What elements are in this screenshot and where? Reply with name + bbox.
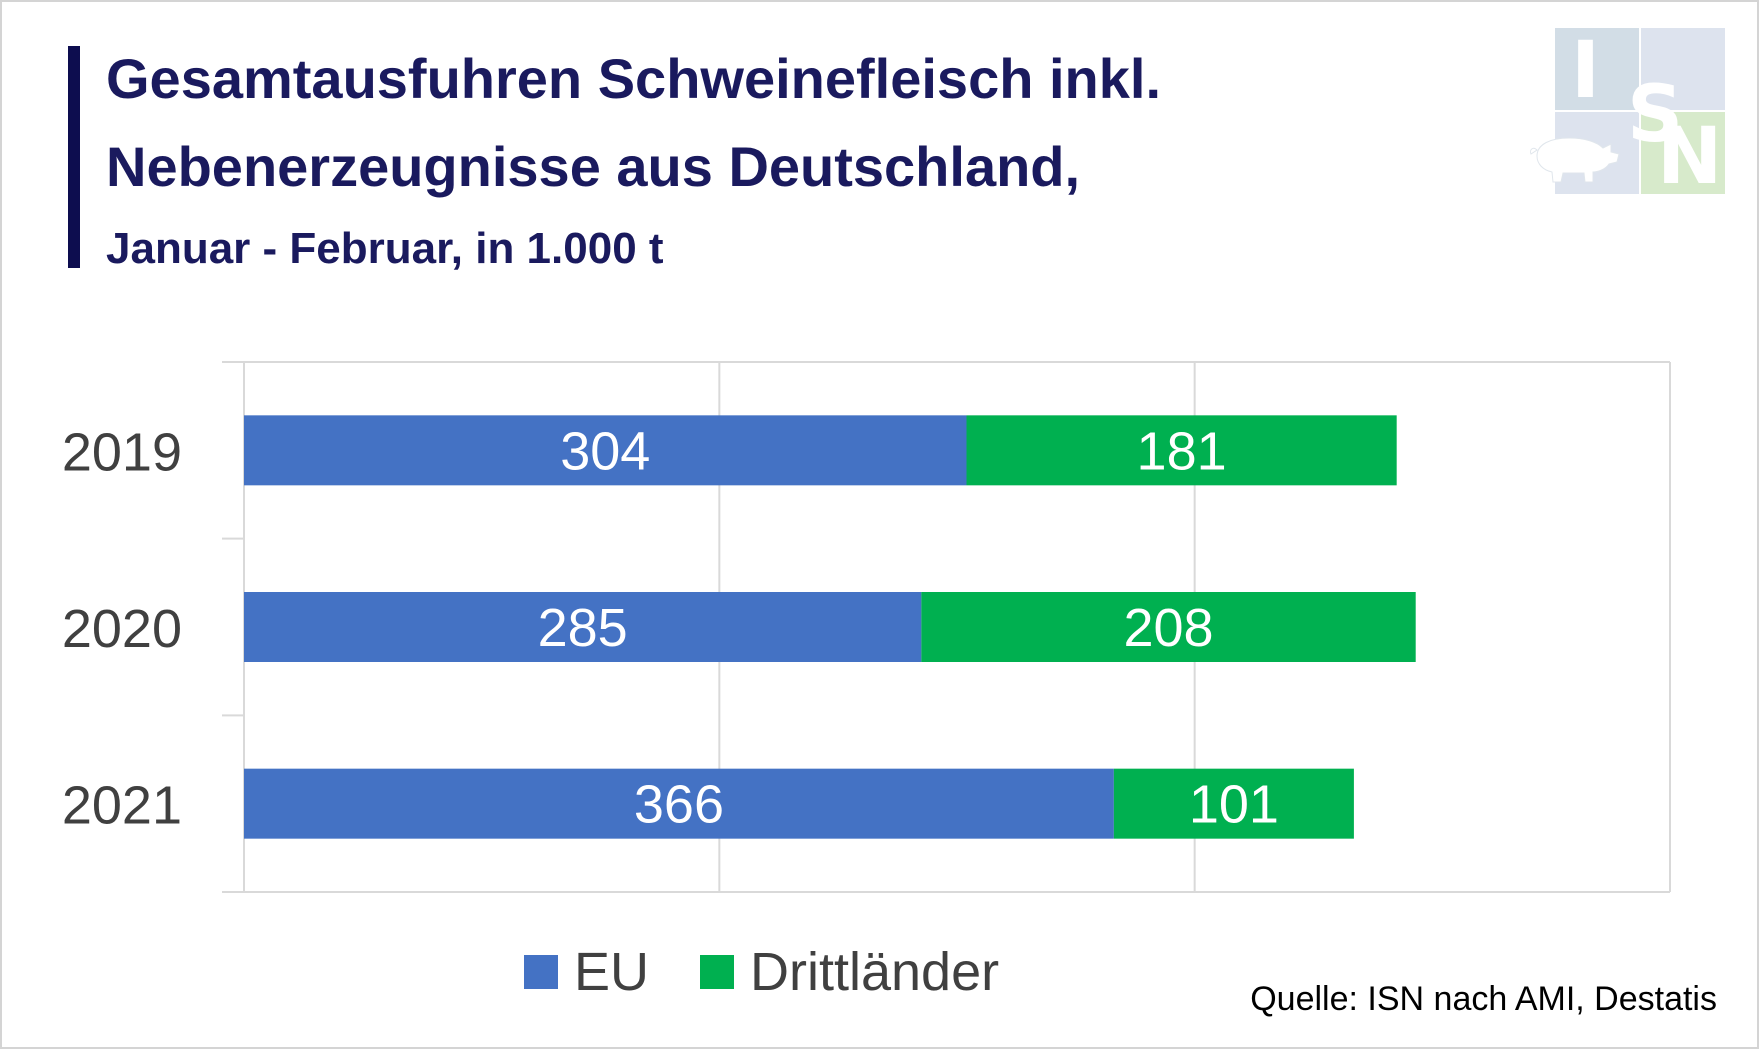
data-label: 366 [634,775,724,835]
legend-item-drittlaender: Drittländer [700,942,999,1002]
bar-segment [244,592,922,662]
legend-swatch-eu [524,955,558,989]
isn-logo: I S N [1525,26,1725,202]
chart-title-line-1: Gesamtausfuhren Schweinefleisch inkl. [106,47,1162,110]
legend-label-eu: EU [574,942,650,1002]
data-label: 101 [1189,775,1279,835]
category-label: 2020 [62,599,182,659]
title-accent-bar [68,46,80,268]
pig-icon [1530,137,1620,183]
logo-tile [1641,28,1725,110]
legend-item-eu: EU [524,942,649,1002]
logo-tile [1641,112,1725,194]
data-label: 181 [1137,421,1227,481]
logo-tile [1555,28,1639,110]
data-label: 304 [560,421,650,481]
bar-segment [244,768,1114,839]
legend-label-drittlaender: Drittländer [750,942,1000,1002]
bar-segment [1113,768,1354,839]
bar-segment [966,415,1397,486]
category-label: 2019 [62,422,182,482]
logo-letter-s: S [1627,70,1684,160]
logo-letter-n: N [1657,112,1723,202]
category-label: 2021 [62,776,182,836]
logo-letter-i: I [1571,26,1601,116]
bar-segment [244,415,967,486]
source-note: Quelle: ISN nach AMI, Destatis [1250,980,1717,1018]
chart-title-line-2: Nebenerzeugnisse aus Deutschland, [106,135,1081,198]
legend-swatch-drittlaender [700,955,734,989]
data-label: 208 [1123,598,1213,658]
data-label: 285 [538,598,628,658]
bar-segment [921,592,1416,662]
chart-subtitle: Januar - Februar, in 1.000 t [106,224,664,273]
